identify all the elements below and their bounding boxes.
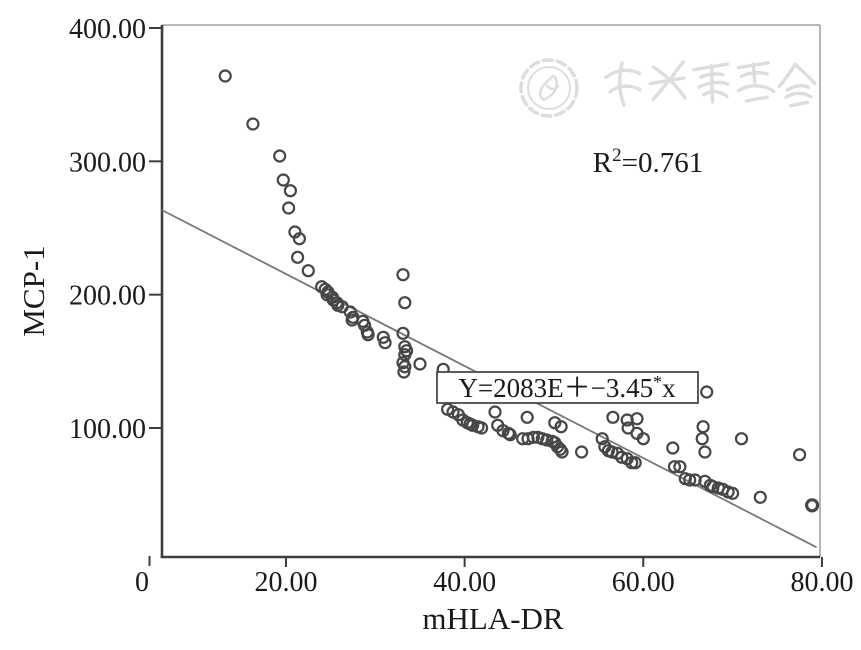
data-point	[628, 456, 642, 470]
equation-label: Y=2083E＋−3.45*x	[458, 372, 676, 403]
data-point	[698, 445, 712, 459]
data-point	[792, 448, 807, 462]
data-point	[695, 432, 709, 446]
data-point	[605, 445, 619, 459]
data-point	[488, 405, 502, 419]
data-point	[246, 117, 260, 131]
y-tick-label: 300.00	[69, 147, 146, 178]
y-axis-ticks: 100.00 200.00 300.00 400.00	[69, 14, 162, 445]
data-point	[725, 486, 740, 500]
y-tick-label: 200.00	[69, 281, 146, 312]
data-point	[398, 296, 412, 310]
data-point	[397, 365, 411, 379]
data-points	[218, 69, 820, 513]
x-tick-label: 60.00	[612, 567, 675, 598]
data-point	[667, 460, 682, 474]
data-point	[520, 410, 534, 424]
data-point	[396, 326, 410, 340]
data-point	[218, 69, 232, 83]
x-tick-label: 0	[135, 567, 149, 598]
data-point	[413, 357, 427, 371]
data-point	[378, 336, 392, 350]
data-point	[276, 173, 290, 187]
y-tick-label: 400.00	[69, 14, 146, 45]
equation-box	[436, 371, 699, 404]
data-point	[283, 184, 297, 198]
data-point	[540, 433, 554, 447]
data-point	[291, 250, 305, 264]
data-point	[398, 360, 412, 374]
data-point	[673, 460, 687, 474]
data-point	[666, 441, 680, 455]
data-point	[273, 149, 287, 163]
data-point	[804, 498, 820, 513]
data-point	[292, 232, 306, 246]
data-point	[700, 385, 714, 399]
data-point	[555, 445, 569, 459]
y-axis-title: MCP-1	[16, 245, 51, 336]
x-tick-label: 80.00	[790, 567, 853, 598]
data-point	[526, 430, 541, 444]
data-point	[554, 420, 568, 434]
data-point	[301, 264, 315, 278]
equation-annotation: Y=2083E＋−3.45*x	[436, 371, 699, 404]
data-point	[696, 420, 710, 434]
data-point	[475, 421, 489, 435]
cma-emblem-icon	[519, 58, 579, 118]
watermark	[519, 58, 817, 118]
data-point	[574, 445, 589, 459]
x-axis-ticks: 0 20.00 40.00 60.00 80.00	[135, 556, 853, 598]
r-squared-label: R2=0.761	[593, 145, 703, 179]
data-point	[396, 268, 410, 282]
x-tick-label: 40.00	[433, 567, 496, 598]
x-tick-label: 20.00	[254, 567, 317, 598]
data-point	[282, 201, 296, 215]
watermark-text	[604, 60, 817, 108]
data-point	[606, 410, 620, 424]
data-point	[361, 328, 375, 342]
data-point	[636, 432, 650, 446]
x-axis-title: mHLA-DR	[422, 601, 564, 636]
data-point	[734, 432, 749, 446]
y-tick-label: 100.00	[69, 414, 146, 445]
data-point	[630, 412, 644, 426]
data-point	[503, 428, 517, 442]
data-point	[466, 418, 480, 432]
data-point	[595, 432, 609, 446]
data-point	[615, 450, 629, 464]
data-point	[683, 473, 697, 487]
data-point	[753, 490, 767, 504]
